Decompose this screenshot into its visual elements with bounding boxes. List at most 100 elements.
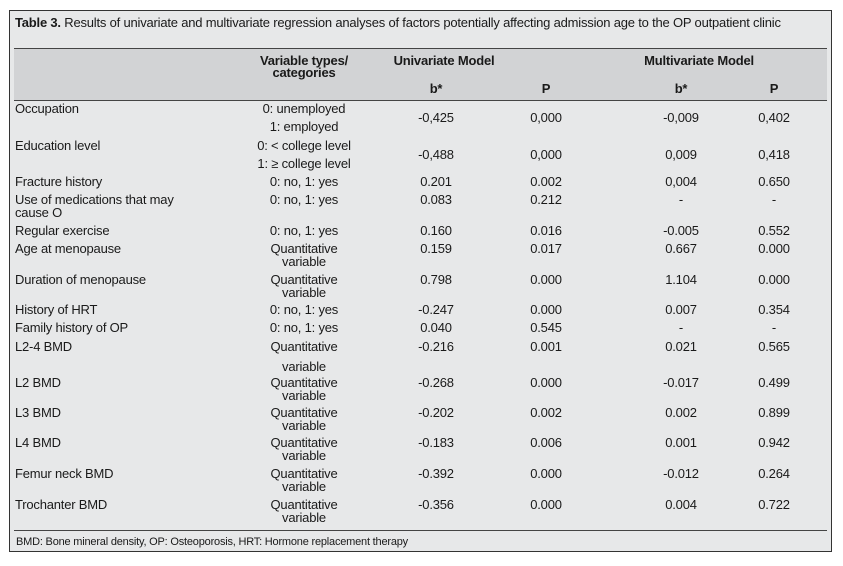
- row-category: variable: [282, 285, 326, 300]
- row-uni-p: 0.000: [530, 375, 562, 390]
- row-uni-b: 0.083: [420, 192, 452, 207]
- row-multi-b: -0.017: [663, 375, 699, 390]
- table-caption: Table 3. Results of univariate and multi…: [15, 15, 825, 30]
- row-uni-b: -0.268: [418, 375, 454, 390]
- header-univariate: Univariate Model: [393, 53, 495, 68]
- row-multi-b: 1.104: [665, 272, 697, 287]
- row-uni-b: 0.160: [420, 223, 452, 238]
- row-uni-b: 0.159: [420, 241, 452, 256]
- row-uni-b: -0.183: [418, 435, 454, 450]
- header-multi-p: P: [769, 81, 779, 96]
- row-uni-b: -0.392: [418, 466, 454, 481]
- row-multi-p: 0.650: [758, 174, 790, 189]
- row-multi-b: -0.012: [663, 466, 699, 481]
- row-multi-b: 0,004: [665, 174, 697, 189]
- table-label: Table 3.: [15, 15, 61, 30]
- row-multi-p: 0.552: [758, 223, 790, 238]
- table-row: Femur neck BMD Quantitative variable -0.392…: [14, 465, 827, 496]
- footnote: BMD: Bone mineral density, OP: Osteoporo…: [16, 536, 408, 548]
- row-variable-name: Regular exercise: [15, 223, 110, 238]
- row-multi-b: 0.667: [665, 241, 697, 256]
- row-multi-b: -: [678, 192, 684, 207]
- row-uni-p: 0.000: [530, 302, 562, 317]
- row-variable-name: L4 BMD: [15, 435, 61, 450]
- row-category: Quantitative: [270, 375, 338, 390]
- row-uni-b: 0.798: [420, 272, 452, 287]
- row-multi-b: 0,009: [665, 147, 697, 162]
- row-multi-b: 0.004: [665, 497, 697, 512]
- row-multi-p: 0,402: [758, 110, 790, 125]
- header-category: Variable types/ categories: [259, 53, 349, 80]
- row-category: 0: unemployed: [262, 101, 346, 116]
- row-uni-b: 0.040: [420, 320, 452, 335]
- row-uni-p: 0,000: [530, 147, 562, 162]
- row-category: 0: no, 1: yes: [269, 223, 339, 238]
- row-multi-p: 0,418: [758, 147, 790, 162]
- row-category: variable: [282, 388, 326, 403]
- row-multi-b: -: [678, 320, 684, 335]
- row-variable-name: Fracture history: [15, 174, 103, 189]
- row-variable-name: Use of medications that may cause O: [15, 192, 174, 220]
- table-row: Education level 0: < college level 1: ≥ co…: [14, 137, 827, 173]
- row-category: Quantitative: [270, 272, 338, 287]
- row-uni-b: -0.356: [418, 497, 454, 512]
- row-category: variable: [282, 510, 326, 525]
- row-category: Quantitative: [270, 466, 338, 481]
- row-multi-p: 0.000: [758, 241, 790, 256]
- row-variable-name: Femur neck BMD: [15, 466, 114, 481]
- row-variable-name: Family history of OP: [15, 320, 129, 335]
- row-category: 1: employed: [269, 119, 339, 134]
- row-multi-b: 0.021: [665, 339, 697, 354]
- table-row: L2 BMD Quantitative variable -0.268 0.000 -0.…: [14, 374, 827, 404]
- row-uni-b: -0,425: [418, 110, 454, 125]
- row-category: 1: ≥ college level: [257, 156, 351, 171]
- row-multi-p: -: [771, 320, 777, 335]
- row-variable-name: L2 BMD: [15, 375, 61, 390]
- row-multi-p: 0.565: [758, 339, 790, 354]
- row-multi-p: 0.354: [758, 302, 790, 317]
- row-uni-b: -0.216: [418, 339, 454, 354]
- row-multi-b: 0.002: [665, 405, 697, 420]
- row-uni-b: 0.201: [420, 174, 452, 189]
- row-multi-b: -0.005: [663, 223, 699, 238]
- row-uni-p: 0.001: [530, 339, 562, 354]
- row-category: Quantitative: [270, 497, 338, 512]
- row-uni-p: 0.006: [530, 435, 562, 450]
- row-category: 0: no, 1: yes: [269, 302, 339, 317]
- row-category: variable: [282, 254, 326, 269]
- row-multi-p: -: [771, 192, 777, 207]
- row-variable-name: Education level: [15, 138, 101, 153]
- row-variable-name: L2-4 BMD: [15, 339, 72, 354]
- table-row: L4 BMD Quantitative variable -0.183 0.006 0.0…: [14, 434, 827, 465]
- row-category: Quantitative: [270, 241, 338, 256]
- row-uni-p: 0.000: [530, 272, 562, 287]
- table-row: Regular exercise 0: no, 1: yes 0.160 0.016 -…: [14, 222, 827, 240]
- table-header: Variable types/ categories Univariate Mo…: [14, 48, 827, 101]
- row-category: Quantitative: [270, 435, 338, 450]
- table-row: Trochanter BMD Quantitative variable -0.356…: [14, 496, 827, 528]
- row-uni-p: 0.000: [530, 497, 562, 512]
- table-row: History of HRT 0: no, 1: yes -0.247 0.000 0.…: [14, 301, 827, 319]
- row-multi-p: 0.899: [758, 405, 790, 420]
- row-uni-p: 0.017: [530, 241, 562, 256]
- row-category: 0: < college level: [257, 138, 351, 153]
- table-row: Duration of menopause Quantitative variabl…: [14, 271, 827, 301]
- row-multi-b: 0.001: [665, 435, 697, 450]
- row-uni-b: -0.202: [418, 405, 454, 420]
- footer-divider: [14, 530, 827, 531]
- header-uni-p: P: [541, 81, 551, 96]
- table-row: L3 BMD Quantitative variable -0.202 0.002 0.0…: [14, 404, 827, 434]
- row-category: variable: [282, 479, 326, 494]
- table-row: Use of medications that may cause O 0: no…: [14, 191, 827, 222]
- table-row: Family history of OP 0: no, 1: yes 0.040 0.…: [14, 319, 827, 338]
- row-multi-p: 0.499: [758, 375, 790, 390]
- row-uni-p: 0.002: [530, 405, 562, 420]
- row-uni-b: -0.247: [418, 302, 454, 317]
- row-multi-p: 0.942: [758, 435, 790, 450]
- row-category: variable: [282, 418, 326, 433]
- row-category: Quantitative: [270, 405, 338, 420]
- row-category: 0: no, 1: yes: [269, 174, 339, 189]
- caption-text: Results of univariate and multivariate r…: [60, 15, 781, 30]
- row-variable-name: Duration of menopause: [15, 272, 146, 287]
- table-row: Occupation 0: unemployed 1: employed -0,425…: [14, 100, 827, 137]
